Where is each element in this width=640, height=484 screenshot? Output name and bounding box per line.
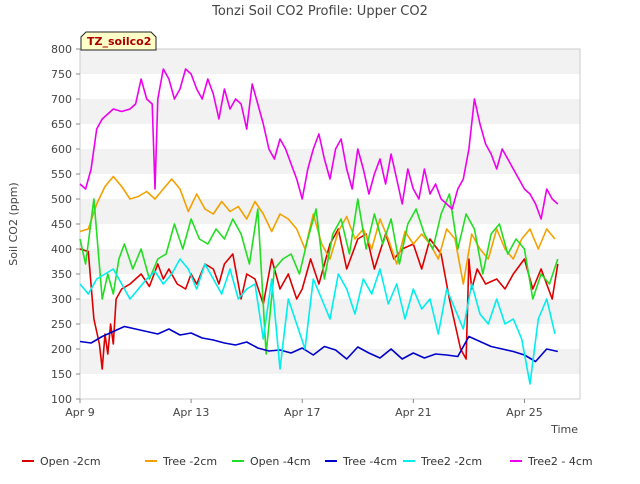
y-tick-label: 150 — [51, 368, 72, 381]
y-tick-label: 450 — [51, 218, 72, 231]
grid-band — [80, 49, 580, 74]
legend-label: Tree -2cm — [162, 455, 217, 468]
legend-label: Tree2 - 4cm — [527, 455, 593, 468]
series-line-tree2-4cm — [79, 68, 559, 220]
x-tick-label: Apr 21 — [395, 406, 432, 419]
grid-band — [80, 99, 580, 124]
legend-item: Tree2 -2cm — [403, 455, 482, 468]
legend-label: Open -2cm — [40, 455, 101, 468]
y-tick-label: 400 — [51, 243, 72, 256]
grid-band — [80, 199, 580, 224]
x-tick-label: Apr 17 — [284, 406, 321, 419]
badge-label: TZ_soilco2 — [87, 35, 151, 48]
grid-band — [80, 274, 580, 299]
y-tick-label: 100 — [51, 393, 72, 406]
series-line-open-2cm — [79, 228, 559, 370]
series-line-tree2-2cm — [79, 258, 556, 385]
station-badge: TZ_soilco2 — [80, 31, 157, 51]
x-tick-label: Apr 9 — [65, 406, 95, 419]
grid-band — [80, 149, 580, 174]
x-tick-label: Apr 13 — [173, 406, 210, 419]
legend-item: Open -4cm — [232, 455, 311, 468]
y-axis-label: Soil CO2 (ppm) — [7, 182, 20, 265]
y-tick-label: 350 — [51, 268, 72, 281]
badge-shape — [80, 31, 157, 51]
x-tick-label: Apr 25 — [506, 406, 543, 419]
legend: Open -2cm Tree -2cm Open -4cm Tree -4cm Tree… — [22, 455, 593, 468]
legend-item: Tree2 - 4cm — [510, 455, 593, 468]
legend-item: Tree -4cm — [325, 455, 397, 468]
y-tick-label: 500 — [51, 193, 72, 206]
grid-band — [80, 124, 580, 149]
y-tick-label: 700 — [51, 93, 72, 106]
grid-band — [80, 299, 580, 324]
y-tick-label: 750 — [51, 68, 72, 81]
legend-item: Tree -2cm — [145, 455, 217, 468]
legend-item: Open -2cm — [22, 455, 101, 468]
legend-label: Tree2 -2cm — [420, 455, 482, 468]
y-tick-label: 200 — [51, 343, 72, 356]
series-line-open-4cm — [79, 193, 559, 355]
grid-band — [80, 324, 580, 349]
y-tick-label: 250 — [51, 318, 72, 331]
y-tick-label: 550 — [51, 168, 72, 181]
grid-band — [80, 349, 580, 374]
legend-label: Tree -4cm — [342, 455, 397, 468]
x-axis: Apr 9 Apr 13 Apr 17 Apr 21 Apr 25 — [65, 399, 543, 419]
grid-band — [80, 74, 580, 99]
grid-band — [80, 374, 580, 399]
y-tick-label: 800 — [51, 43, 72, 56]
x-axis-label: Time — [550, 423, 578, 436]
y-tick-label: 300 — [51, 293, 72, 306]
legend-label: Open -4cm — [250, 455, 311, 468]
chart-title: Tonzi Soil CO2 Profile: Upper CO2 — [211, 4, 428, 19]
y-tick-label: 600 — [51, 143, 72, 156]
grid-bands — [80, 49, 580, 399]
series-line-tree-4cm — [79, 325, 558, 363]
series-line-tree-2cm — [79, 175, 556, 285]
y-tick-label: 650 — [51, 118, 72, 131]
y-axis: 100 150 200 250 300 350 400 450 500 550 600 650 700 7… — [51, 43, 80, 406]
series-lines — [79, 68, 559, 385]
